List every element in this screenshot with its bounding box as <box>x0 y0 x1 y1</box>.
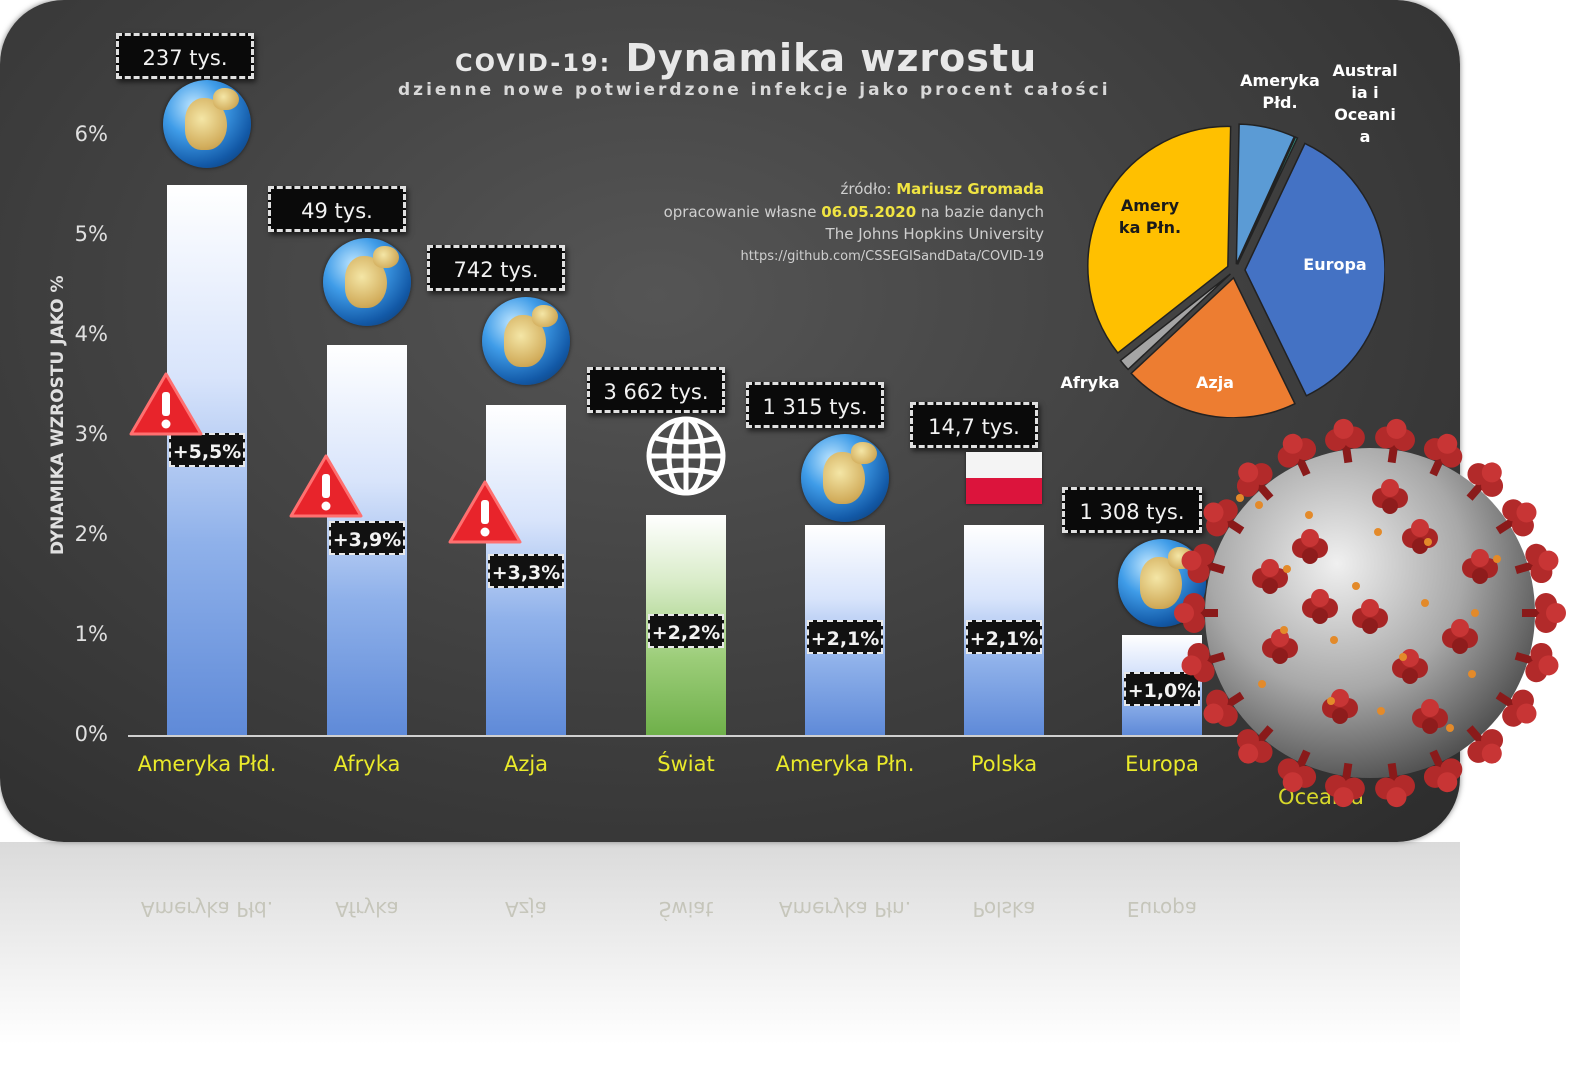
pie-slice <box>1087 125 1232 355</box>
chart-title: COVID-19: Dynamika wzrostu <box>455 36 1038 80</box>
pie-chart <box>1087 123 1385 418</box>
x-tick-label: Świat <box>657 752 715 776</box>
reflected-x-label: Afryka <box>335 897 399 921</box>
x-axis-line <box>128 735 1253 737</box>
poland-flag-icon <box>966 452 1042 504</box>
reflected-x-label: Azja <box>505 897 547 921</box>
source-author: Mariusz Gromada <box>896 180 1044 198</box>
pie-slice-label: Ameryka Płd. <box>1240 71 1320 112</box>
y-tick-label: 1% <box>74 622 108 646</box>
bar-value-label: +3,3% <box>488 553 564 588</box>
source-date: 06.05.2020 <box>821 202 917 221</box>
case-total-label: 49 tys. <box>268 186 406 232</box>
reflected-x-label: Polska <box>972 897 1036 921</box>
pie-slice <box>1235 123 1296 265</box>
globe-icon <box>323 238 411 326</box>
bar-value-label: +2,2% <box>648 614 724 648</box>
globe-icon <box>482 297 570 385</box>
source-note: źródło: Mariusz Gromada opracowanie włas… <box>664 178 1044 268</box>
pie-slice-label: Europa <box>1303 255 1367 274</box>
x-tick-label: Polska <box>970 752 1038 776</box>
reflected-x-label: Ameryka Płd. <box>140 897 274 921</box>
source-url: https://github.com/CSSEGISandData/COVID-… <box>740 248 1044 264</box>
world-grid-icon <box>646 416 726 496</box>
pie-slice-label: Afryka <box>1060 373 1120 392</box>
globe-icon <box>801 434 889 522</box>
y-tick-label: 2% <box>74 522 108 546</box>
warning-icon <box>289 454 363 518</box>
x-tick-label: Europa <box>1125 752 1199 776</box>
reflected-x-label: Świat <box>658 897 714 921</box>
globe-icon <box>163 80 251 168</box>
pie-slice-label: Amery ka Płn. <box>1118 196 1182 237</box>
bar-value-label: +2,1% <box>807 619 883 654</box>
x-tick-label: Ameryka Płd. <box>137 752 277 776</box>
pie-slice <box>1130 276 1296 418</box>
case-total-label: 1 315 tys. <box>746 382 884 428</box>
warning-icon <box>129 372 203 436</box>
reflected-x-label: Ameryka Płn. <box>778 897 912 921</box>
pie-slice <box>1244 142 1385 397</box>
y-tick-label: 4% <box>74 322 108 346</box>
y-tick-label: 0% <box>74 722 108 746</box>
warning-icon <box>448 480 522 544</box>
pie-slice <box>1119 273 1231 371</box>
bar-value-label: +2,1% <box>966 619 1042 654</box>
case-total-label: 1 308 tys. <box>1062 487 1202 533</box>
reflected-x-label: Europa <box>1126 897 1198 921</box>
pie-slice <box>1236 136 1299 265</box>
case-total-label: 14,7 tys. <box>910 402 1038 448</box>
y-tick-label: 5% <box>74 222 108 246</box>
pie-slice-label: Austral ia i Oceani a <box>1332 61 1398 146</box>
case-total-label: 237 tys. <box>116 33 254 79</box>
pie-slice-label: Azja <box>1196 373 1234 392</box>
x-tick-label: Afryka <box>333 752 401 776</box>
chart-subtitle: dzienne nowe potwierdzone infekcje jako … <box>398 80 1111 100</box>
coronavirus-icon <box>1174 418 1566 808</box>
y-tick-label: 3% <box>74 422 108 446</box>
bar-value-label: +5,5% <box>169 432 245 467</box>
case-total-label: 3 662 tys. <box>587 367 725 413</box>
x-tick-label: Ameryka Płn. <box>775 752 915 776</box>
y-tick-label: 6% <box>74 122 108 146</box>
chart-panel: COVID-19: Dynamika wzrostu dzienne nowe … <box>0 0 1460 842</box>
x-tick-label: Azja <box>503 752 549 776</box>
panel-reflection: Ameryka Płd. Afryka Azja Świat Ameryka Płn. P… <box>0 842 1460 1080</box>
bar-value-label: +1,0% <box>1124 672 1200 706</box>
bar-value-label: +3,9% <box>329 520 405 555</box>
case-total-label: 742 tys. <box>427 245 565 291</box>
